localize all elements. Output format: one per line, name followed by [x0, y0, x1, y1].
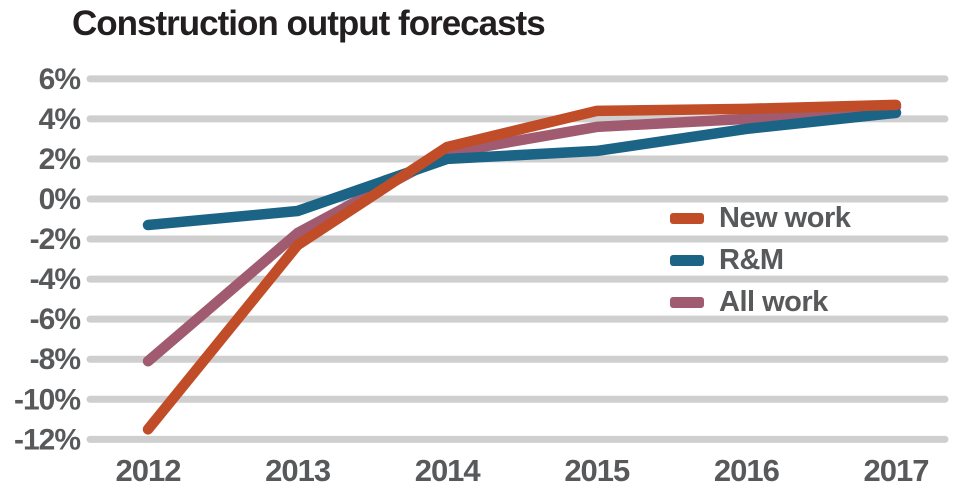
series-line-all-work: [142, 101, 902, 367]
legend-item-new-work: New work: [670, 197, 851, 239]
series-line-new-work: [142, 99, 902, 435]
chart-title: Construction output forecasts: [72, 4, 546, 43]
y-tick-label: -6%: [30, 303, 81, 336]
y-tick-label: -10%: [14, 383, 80, 416]
x-tick-label: 2016: [714, 453, 780, 488]
chart-legend: New work R&M All work: [670, 197, 851, 323]
legend-swatch-rm: [670, 254, 704, 266]
legend-label-all-work: All work: [719, 285, 828, 318]
x-tick-label: 2012: [116, 453, 181, 488]
y-tick-label: -4%: [30, 263, 81, 296]
legend-item-rm: R&M: [670, 239, 850, 281]
y-tick-label: -2%: [30, 223, 81, 256]
legend-swatch-all-work: [670, 296, 704, 308]
x-tick-label: 2017: [864, 453, 929, 488]
y-tick-label: 4%: [39, 103, 81, 136]
legend-swatch-new-work: [670, 212, 704, 224]
y-tick-label: 6%: [39, 63, 81, 96]
legend-label-new-work: New work: [719, 201, 851, 234]
y-tick-label: -12%: [14, 423, 80, 456]
x-tick-label: 2013: [265, 453, 331, 488]
y-tick-label: 2%: [39, 143, 81, 176]
series-line-r-m: [142, 107, 902, 231]
x-tick-label: 2015: [564, 453, 630, 488]
y-tick-label: -8%: [30, 343, 81, 376]
legend-label-rm: R&M: [719, 243, 784, 276]
x-tick-label: 2014: [415, 453, 482, 488]
legend-item-all-work: All work: [670, 281, 850, 323]
y-tick-label: 0%: [39, 183, 81, 216]
